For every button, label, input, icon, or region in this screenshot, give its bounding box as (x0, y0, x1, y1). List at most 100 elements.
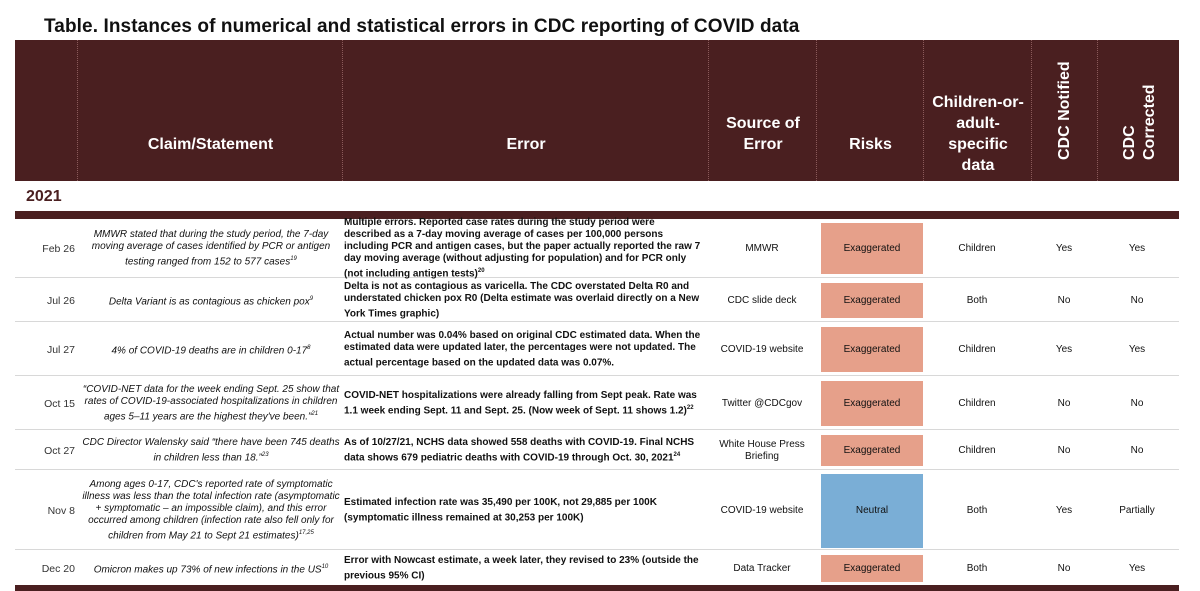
error-text-wrap: As of 10/27/21, NCHS data showed 558 dea… (344, 437, 704, 464)
row-claim: Among ages 0-17, CDC's reported rate of … (80, 472, 342, 549)
header-source-col: Source of Error (708, 40, 816, 181)
claim-reference: 21 (311, 410, 319, 417)
row-date: Jul 26 (46, 294, 75, 307)
row-risk: Exaggerated (821, 280, 923, 321)
claim-text: Among ages 0-17, CDC's reported rate of … (82, 478, 340, 542)
claim-reference: 8 (307, 344, 311, 351)
claim-text: 4% of COVID-19 deaths are in children 0-… (111, 345, 308, 357)
header-corrected-col: CDC Corrected (1097, 40, 1179, 181)
header-risks-col: Risks (816, 40, 923, 181)
row-corrected: Yes (1128, 344, 1146, 355)
claim-reference: 17,25 (298, 529, 314, 536)
row-error: Error with Nowcast estimate, a week late… (344, 552, 704, 585)
row-source: MMWR (745, 242, 779, 254)
row-error: Multiple errors. Reported case rates dur… (344, 217, 704, 279)
row-error: COVID-NET hospitalizations were already … (344, 378, 704, 429)
claim-text-wrap: MMWR stated that during the study period… (80, 229, 342, 268)
row-source: COVID-19 website (720, 343, 804, 355)
row-date: Oct 15 (44, 397, 75, 410)
row-notified: No (1057, 563, 1071, 574)
row-date: Oct 27 (44, 444, 75, 457)
header-specific-col: Children-or-adult-specific data (923, 40, 1031, 181)
row-date: Dec 20 (41, 562, 75, 575)
error-text: Estimated infection rate was 35,490 per … (344, 496, 657, 524)
claim-text-wrap: Among ages 0-17, CDC's reported rate of … (80, 479, 342, 542)
row-risk: Exaggerated (821, 324, 923, 375)
claim-text: Omicron makes up 73% of new infections i… (93, 564, 322, 576)
row-specific: Children (958, 398, 996, 409)
row-notified: Yes (1055, 344, 1073, 355)
table-bottom-border (15, 585, 1179, 591)
claim-reference: 9 (309, 295, 314, 302)
row-source: CDC slide deck (727, 294, 797, 306)
claim-text: Delta Variant is as contagious as chicke… (108, 296, 310, 308)
row-specific: Both (966, 563, 988, 574)
claim-text-wrap: Delta Variant is as contagious as chicke… (109, 293, 313, 308)
row-corrected: Yes (1128, 563, 1146, 574)
claim-text: MMWR stated that during the study period… (91, 228, 331, 268)
header-claim-col: Claim/Statement (77, 40, 342, 181)
row-corrected: No (1130, 445, 1144, 456)
risk-badge: Exaggerated (821, 381, 923, 426)
risk-badge: Exaggerated (821, 435, 923, 466)
table-header: Claim/Statement Error Source of Error Ri… (15, 40, 1179, 181)
row-specific: Children (958, 344, 996, 355)
header-risks: Risks (849, 136, 892, 153)
row-specific: Both (966, 505, 988, 516)
error-reference: 24 (673, 451, 681, 458)
row-claim: “COVID-NET data for the week ending Sept… (80, 378, 342, 429)
row-error: Actual number was 0.04% based on origina… (344, 324, 704, 375)
header-notified-col: CDC Notified (1031, 40, 1097, 181)
header-source: Source of Error (726, 115, 800, 153)
row-corrected: No (1130, 295, 1144, 306)
claim-text-wrap: Omicron makes up 73% of new infections i… (94, 561, 329, 576)
error-reference: 22 (686, 404, 694, 411)
row-claim: MMWR stated that during the study period… (80, 220, 342, 277)
row-corrected: Yes (1128, 243, 1146, 254)
error-text: Actual number was 0.04% based on origina… (344, 329, 701, 369)
row-notified: Yes (1055, 505, 1073, 516)
error-text-wrap: Error with Nowcast estimate, a week late… (344, 555, 704, 582)
row-source: Twitter @CDCgov (721, 397, 803, 409)
error-text: As of 10/27/21, NCHS data showed 558 dea… (344, 436, 695, 464)
row-notified: No (1057, 445, 1071, 456)
row-notified: No (1057, 295, 1071, 306)
row-risk: Exaggerated (821, 378, 923, 429)
error-text-wrap: Estimated infection rate was 35,490 per … (344, 497, 704, 524)
error-text: Error with Nowcast estimate, a week late… (344, 554, 699, 582)
row-claim: Omicron makes up 73% of new infections i… (80, 552, 342, 585)
table-row: Dec 20 Omicron makes up 73% of new infect… (15, 552, 1179, 586)
risk-badge: Exaggerated (821, 555, 923, 582)
row-specific: Children (958, 243, 996, 254)
row-claim: Delta Variant is as contagious as chicke… (80, 280, 342, 321)
claim-reference: 19 (290, 255, 297, 262)
claim-reference: 23 (261, 451, 269, 458)
table-row: Jul 27 4% of COVID-19 deaths are in child… (15, 324, 1179, 376)
row-source: White House Press Briefing (719, 438, 805, 462)
header-notified: CDC Notified (1056, 61, 1073, 160)
risk-badge: Exaggerated (821, 327, 923, 372)
row-specific: Children (958, 445, 996, 456)
row-error: As of 10/27/21, NCHS data showed 558 dea… (344, 432, 704, 469)
row-corrected: Partially (1119, 505, 1155, 516)
header-specific: Children-or-adult-specific data (932, 94, 1024, 174)
row-risk: Neutral (821, 472, 923, 549)
risk-badge: Neutral (821, 473, 923, 548)
row-claim: 4% of COVID-19 deaths are in children 0-… (80, 324, 342, 375)
error-text-wrap: COVID-NET hospitalizations were already … (344, 390, 704, 417)
table-row: Jul 26 Delta Variant is as contagious as … (15, 280, 1179, 322)
row-source: COVID-19 website (720, 504, 804, 516)
row-notified: No (1057, 398, 1071, 409)
row-error: Estimated infection rate was 35,490 per … (344, 472, 704, 549)
row-corrected: No (1130, 398, 1144, 409)
row-source: Data Tracker (733, 562, 791, 574)
error-text-wrap: Actual number was 0.04% based on origina… (344, 330, 704, 369)
claim-text-wrap: CDC Director Walensky said “there have b… (80, 437, 342, 464)
row-date: Nov 8 (47, 504, 75, 517)
row-risk: Exaggerated (821, 220, 923, 277)
row-risk: Exaggerated (821, 552, 923, 585)
year-label: 2021 (26, 188, 62, 205)
row-date: Jul 27 (46, 343, 75, 356)
table-row: Oct 27 CDC Director Walensky said “there … (15, 432, 1179, 470)
table-title: Table. Instances of numerical and statis… (44, 16, 800, 37)
